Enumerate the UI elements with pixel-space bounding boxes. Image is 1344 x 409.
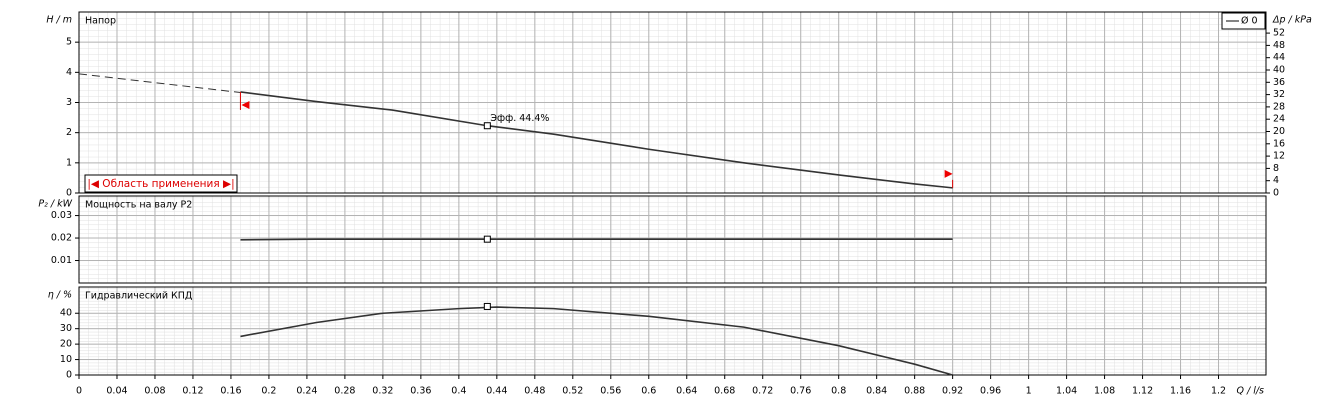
y-tick-label: 0.01: [51, 255, 72, 266]
x-tick-label: 0.24: [296, 386, 317, 397]
x-tick-label: 0.72: [752, 386, 773, 397]
x-tick-label: 0.44: [486, 386, 507, 397]
x-tick-label: 0.28: [334, 386, 355, 397]
x-tick-label: 0: [76, 386, 82, 397]
y2-tick-label: 8: [1273, 163, 1279, 174]
y-axis-label: η / %: [48, 290, 72, 301]
plot-border: [78, 286, 1267, 376]
range-end-arrow: [944, 169, 953, 178]
y2-tick-label: 48: [1273, 40, 1285, 51]
panel-title: Напор: [85, 16, 116, 27]
legend-label: Ø 0: [1241, 16, 1258, 27]
panel-title: Гидравлический КПД: [85, 291, 192, 302]
x-tick-label: 0.6: [641, 386, 656, 397]
x-tick-label: 0.68: [714, 386, 735, 397]
x-tick-label: 0.76: [790, 386, 811, 397]
y2-tick-label: 20: [1273, 126, 1285, 137]
range-start-arrow: [241, 100, 250, 109]
x-tick-label: 0.84: [866, 386, 887, 397]
y-tick-label: 0.03: [51, 210, 72, 221]
y2-tick-label: 32: [1273, 89, 1285, 100]
x-tick-label: 1.08: [1094, 386, 1115, 397]
y2-tick-label: 12: [1273, 151, 1285, 162]
y2-tick-label: 36: [1273, 77, 1285, 88]
y2-tick-label: 52: [1273, 28, 1285, 39]
y-tick-label: 10: [60, 354, 72, 365]
y-tick-label: 1: [66, 157, 72, 168]
duty-point: [483, 302, 491, 310]
x-tick-label: 0.56: [600, 386, 621, 397]
x-tick-label: 0.96: [980, 386, 1001, 397]
curve: [240, 306, 953, 376]
x-tick-label: 0.04: [106, 386, 127, 397]
annotation: Эфф. 44.4%: [490, 113, 549, 124]
x-tick-label: 0.8: [831, 386, 846, 397]
x-tick-label: 0.4: [451, 386, 466, 397]
y-tick-label: 30: [60, 323, 72, 334]
range-label: |◀ Область применения ▶|: [87, 178, 234, 190]
x-tick-label: 0.16: [220, 386, 241, 397]
y-tick-label: 2: [66, 127, 72, 138]
curve: [240, 238, 953, 241]
x-tick-label: 1.04: [1056, 386, 1077, 397]
y-tick-label: 5: [66, 37, 72, 48]
y-tick-label: 40: [60, 308, 72, 319]
x-tick-label: 0.32: [372, 386, 393, 397]
curve: [240, 91, 953, 189]
x-tick-label: 1: [1026, 386, 1032, 397]
x-tick-label: 0.52: [562, 386, 583, 397]
y-tick-label: 0.02: [51, 233, 72, 244]
plot-area: [79, 287, 1266, 375]
y2-tick-label: 24: [1273, 114, 1285, 125]
x-tick-label: 1.2: [1211, 386, 1226, 397]
x-tick-label: 0.12: [182, 386, 203, 397]
plot-border: [78, 195, 1267, 284]
duty-point: [483, 235, 491, 243]
y-tick-label: 20: [60, 339, 72, 350]
y-tick-label: 0: [66, 188, 72, 199]
y2-tick-label: 40: [1273, 64, 1285, 75]
x-tick-label: 0.36: [410, 386, 431, 397]
duty-point: [483, 122, 491, 130]
x-tick-label: 0.48: [524, 386, 545, 397]
y-axis-label: P₂ / kW: [38, 199, 72, 210]
x-tick-label: 0.92: [942, 386, 963, 397]
x-tick-label: 0.64: [676, 386, 697, 397]
y2-axis-label: Δp / kPa: [1272, 15, 1312, 26]
x-axis-label: Q / l/s: [1236, 386, 1264, 397]
x-tick-label: 1.16: [1170, 386, 1191, 397]
legend-box: [1221, 12, 1266, 30]
y2-tick-label: 28: [1273, 101, 1285, 112]
x-tick-label: 0.08: [144, 386, 165, 397]
y-tick-label: 0: [66, 370, 72, 381]
y2-tick-label: 16: [1273, 138, 1285, 149]
range-box: [84, 174, 238, 193]
y2-tick-label: 4: [1273, 175, 1279, 186]
y-tick-label: 3: [66, 97, 72, 108]
x-tick-label: 0.2: [261, 386, 276, 397]
extrapolated-line: [78, 73, 241, 94]
x-tick-label: 1.12: [1132, 386, 1153, 397]
y2-tick-label: 44: [1273, 52, 1285, 63]
y-tick-label: 4: [66, 67, 72, 78]
panel-title: Мощность на валу P2: [85, 200, 192, 211]
y-axis-label: H / m: [46, 15, 72, 26]
y2-tick-label: 0: [1273, 188, 1279, 199]
x-tick-label: 0.88: [904, 386, 925, 397]
